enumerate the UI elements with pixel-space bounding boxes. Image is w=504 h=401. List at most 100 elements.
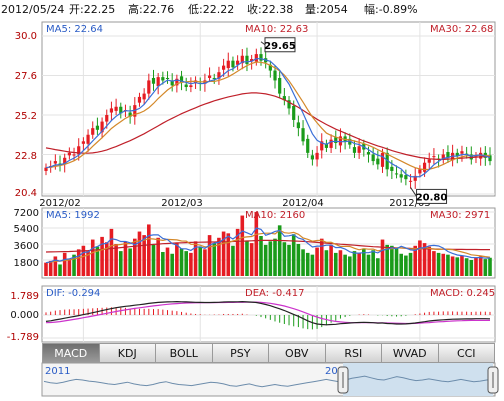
volume-bar bbox=[427, 246, 432, 276]
volume-bar bbox=[380, 239, 385, 276]
candle-body bbox=[72, 154, 76, 156]
volume-bar bbox=[109, 228, 114, 276]
volume-bar bbox=[217, 237, 221, 276]
candle-body bbox=[408, 180, 413, 182]
volume-bar bbox=[483, 259, 488, 276]
volume-bar bbox=[189, 252, 193, 276]
candle-body bbox=[67, 152, 71, 156]
candle-body bbox=[357, 146, 361, 153]
candle-body bbox=[273, 70, 277, 81]
tab-kdj[interactable]: KDJ bbox=[99, 343, 156, 363]
tab-boll[interactable]: BOLL bbox=[156, 343, 213, 363]
volume-bar bbox=[474, 257, 478, 276]
macd-panel bbox=[41, 285, 496, 343]
volume-bar bbox=[128, 248, 132, 276]
candle-body bbox=[390, 166, 394, 171]
dif-line bbox=[45, 300, 491, 326]
candle-body bbox=[334, 137, 338, 143]
volume-bar bbox=[240, 215, 245, 276]
tab-psy[interactable]: PSY bbox=[212, 343, 269, 363]
volume-bar bbox=[390, 245, 394, 276]
indicator-tabs: MACD KDJ BOLL PSY OBV RSI WVAD CCI bbox=[42, 343, 495, 363]
volume-bar bbox=[319, 238, 324, 276]
volume-bar bbox=[291, 234, 296, 276]
volume-bar bbox=[114, 244, 118, 276]
volume-bar bbox=[212, 243, 217, 276]
candle-body bbox=[268, 64, 272, 71]
volume-bar bbox=[478, 256, 483, 276]
volume-bar bbox=[450, 256, 455, 276]
tab-cci[interactable]: CCI bbox=[438, 343, 495, 363]
candle-body bbox=[156, 77, 160, 87]
candle-body bbox=[371, 154, 375, 162]
candle-body bbox=[320, 141, 324, 151]
volume-bar bbox=[170, 253, 174, 276]
navigator-label-2011: 2011 bbox=[45, 366, 70, 377]
tab-rsi[interactable]: RSI bbox=[325, 343, 382, 363]
volume-bar bbox=[282, 242, 287, 276]
candle-body bbox=[399, 174, 403, 178]
macd-histogram bbox=[45, 307, 491, 330]
volume-bar bbox=[366, 254, 371, 276]
candle-body bbox=[53, 161, 57, 164]
navigator-label-20: 20 bbox=[325, 366, 338, 377]
tab-wvad[interactable]: WVAD bbox=[382, 343, 439, 363]
candle-body bbox=[95, 125, 100, 130]
x-tick: 2012/04 bbox=[282, 198, 324, 209]
navigator-series-line bbox=[43, 375, 494, 388]
volume-bar bbox=[245, 240, 249, 276]
legend-ma10: MA10: 22.63 bbox=[245, 24, 308, 35]
volume-bar bbox=[151, 244, 156, 276]
legend-ma30: MA30: 22.68 bbox=[430, 24, 493, 35]
volume-bar bbox=[165, 247, 170, 276]
candle-body bbox=[184, 84, 188, 88]
volume-bar bbox=[76, 249, 81, 276]
candle-body bbox=[301, 128, 305, 142]
candle-body bbox=[179, 76, 184, 83]
candle-body bbox=[394, 173, 399, 175]
volume-bar bbox=[44, 262, 48, 276]
volume-bar bbox=[184, 251, 189, 276]
ma30-line bbox=[45, 92, 491, 160]
candle-body bbox=[254, 54, 258, 62]
header-change: 幅:-0.89% bbox=[364, 3, 418, 16]
volume-bar bbox=[207, 235, 212, 276]
candle-body bbox=[282, 96, 286, 101]
volume-bar bbox=[310, 254, 315, 276]
ma10-line bbox=[45, 61, 491, 171]
price-panel bbox=[41, 21, 496, 197]
navigator-selection[interactable] bbox=[343, 363, 493, 396]
volume-bar bbox=[376, 258, 380, 276]
price-y-tick: 30.0 bbox=[15, 31, 37, 42]
header-open: 开:22.25 bbox=[69, 3, 115, 16]
volume-bar bbox=[352, 251, 357, 276]
tab-obv[interactable]: OBV bbox=[269, 343, 326, 363]
header-date: 2012/05/24 bbox=[1, 3, 64, 16]
tab-macd[interactable]: MACD bbox=[42, 343, 100, 363]
volume-bar bbox=[104, 242, 109, 276]
candle-body bbox=[81, 141, 85, 144]
candle-body bbox=[324, 143, 329, 148]
candle-body bbox=[222, 65, 226, 70]
volume-y-tick: 3600 bbox=[14, 241, 39, 252]
volume-bar bbox=[259, 236, 263, 276]
volume-bar bbox=[81, 245, 86, 276]
volume-bar bbox=[147, 224, 151, 276]
volume-bar bbox=[338, 250, 343, 276]
candle-body bbox=[212, 77, 216, 79]
volume-bar bbox=[193, 241, 198, 276]
volume-bar bbox=[488, 257, 492, 276]
volume-bar bbox=[273, 238, 277, 276]
volume-bar bbox=[58, 264, 62, 276]
annotation-label: 20.80 bbox=[416, 192, 448, 203]
volume-bar bbox=[90, 239, 95, 276]
candle-body bbox=[226, 60, 230, 69]
header-low: 低:22.22 bbox=[188, 3, 234, 16]
macd-legend-macd: MACD: 0.245 bbox=[430, 288, 495, 299]
candle-body bbox=[175, 78, 179, 86]
volume-bar bbox=[179, 248, 184, 276]
x-tick: 2012/03 bbox=[161, 198, 203, 209]
candle-body bbox=[418, 169, 422, 174]
volume-bar bbox=[333, 252, 338, 276]
candle-body bbox=[315, 152, 319, 160]
